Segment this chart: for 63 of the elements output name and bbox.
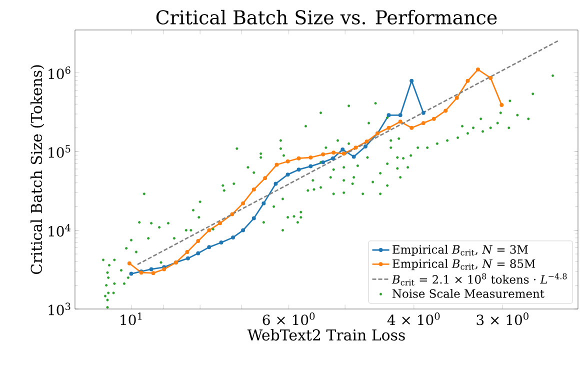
point bbox=[230, 212, 234, 216]
point bbox=[263, 176, 268, 180]
point bbox=[296, 168, 301, 172]
point bbox=[127, 261, 132, 266]
point bbox=[476, 68, 480, 72]
y-axis-title: Critical Batch Size (Tokens) bbox=[30, 65, 44, 274]
point bbox=[386, 126, 391, 130]
legend-label: Empirical B$_{crit}$, N = 85M bbox=[392, 259, 536, 270]
point bbox=[386, 113, 391, 118]
point bbox=[196, 239, 200, 244]
point bbox=[398, 113, 402, 118]
y-tick-label: 10$^{6}$ bbox=[48, 66, 70, 80]
point bbox=[308, 164, 313, 168]
point bbox=[466, 78, 470, 83]
legend-label: Empirical B$_{crit}$, N = 3M bbox=[392, 244, 528, 256]
point bbox=[354, 146, 358, 150]
point bbox=[398, 120, 402, 124]
point bbox=[252, 216, 256, 220]
x-tick-label: 4 × 10$^{0}$ bbox=[387, 312, 440, 326]
point bbox=[454, 96, 459, 100]
point bbox=[231, 235, 236, 240]
point bbox=[500, 103, 504, 108]
point bbox=[342, 152, 346, 156]
point bbox=[241, 228, 246, 232]
chart-title: Critical Batch Size vs. Performance bbox=[156, 10, 497, 24]
legend-label: Noise Scale Measurement bbox=[392, 289, 544, 298]
point bbox=[274, 182, 278, 186]
point bbox=[421, 121, 426, 126]
point bbox=[286, 172, 290, 177]
legend-label: B$_{crit}$ = 2.1 × 10$^{8}$ tokens · L$^{−4.8}$ bbox=[392, 273, 567, 286]
point bbox=[207, 228, 212, 232]
x-tick-label: 3 × 10$^{0}$ bbox=[476, 312, 528, 326]
x-axis-title: WebText2 Train Loss bbox=[247, 329, 405, 341]
point bbox=[332, 150, 336, 155]
point bbox=[286, 159, 290, 164]
point bbox=[196, 251, 200, 256]
point bbox=[421, 110, 426, 115]
point bbox=[410, 126, 414, 130]
x-tick-label: 6 × 10$^{0}$ bbox=[262, 312, 315, 326]
point bbox=[218, 221, 222, 226]
x-tick-label: 10$^{1}$ bbox=[120, 312, 142, 326]
point bbox=[129, 272, 134, 276]
point bbox=[252, 187, 256, 192]
point bbox=[207, 245, 212, 250]
point bbox=[363, 144, 368, 148]
point bbox=[219, 240, 224, 244]
point bbox=[432, 116, 436, 121]
point bbox=[186, 256, 190, 260]
point bbox=[296, 156, 301, 160]
point bbox=[185, 250, 190, 254]
y-tick-label: 10$^{3}$ bbox=[48, 302, 70, 316]
point bbox=[151, 271, 156, 276]
point bbox=[241, 201, 246, 206]
point bbox=[340, 148, 345, 152]
y-tick-label: 10$^{5}$ bbox=[48, 145, 70, 158]
point bbox=[410, 78, 414, 83]
point bbox=[364, 140, 369, 144]
y-tick-label: 10$^{4}$ bbox=[48, 224, 70, 237]
point bbox=[274, 162, 279, 167]
point bbox=[444, 108, 448, 113]
point bbox=[488, 76, 493, 80]
point bbox=[308, 156, 313, 160]
point bbox=[330, 156, 335, 160]
